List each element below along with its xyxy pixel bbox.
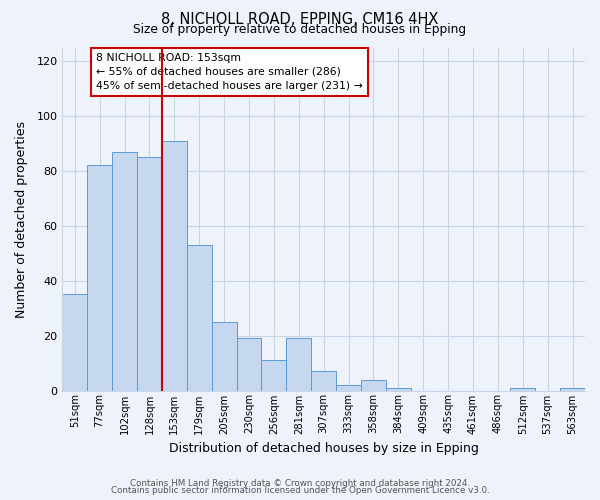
Bar (212, 322, 236, 390)
Text: Size of property relative to detached houses in Epping: Size of property relative to detached ho… (133, 22, 467, 36)
Bar (236, 338, 262, 390)
Bar (137, 158, 162, 390)
X-axis label: Distribution of detached houses by size in Epping: Distribution of detached houses by size … (169, 442, 479, 455)
Text: Contains HM Land Registry data © Crown copyright and database right 2024.: Contains HM Land Registry data © Crown c… (130, 478, 470, 488)
Bar (386, 388, 411, 390)
Bar (162, 141, 187, 390)
Bar (262, 360, 286, 390)
Text: 8 NICHOLL ROAD: 153sqm
← 55% of detached houses are smaller (286)
45% of semi-de: 8 NICHOLL ROAD: 153sqm ← 55% of detached… (96, 52, 363, 90)
Text: Contains public sector information licensed under the Open Government Licence v3: Contains public sector information licen… (110, 486, 490, 495)
Bar (336, 385, 361, 390)
Bar (62, 294, 87, 390)
Bar (286, 338, 311, 390)
Bar (361, 380, 386, 390)
Bar (560, 388, 585, 390)
Bar (311, 372, 336, 390)
Bar (87, 166, 112, 390)
Y-axis label: Number of detached properties: Number of detached properties (15, 120, 28, 318)
Bar (112, 152, 137, 390)
Bar (511, 388, 535, 390)
Text: 8, NICHOLL ROAD, EPPING, CM16 4HX: 8, NICHOLL ROAD, EPPING, CM16 4HX (161, 12, 439, 28)
Bar (187, 245, 212, 390)
